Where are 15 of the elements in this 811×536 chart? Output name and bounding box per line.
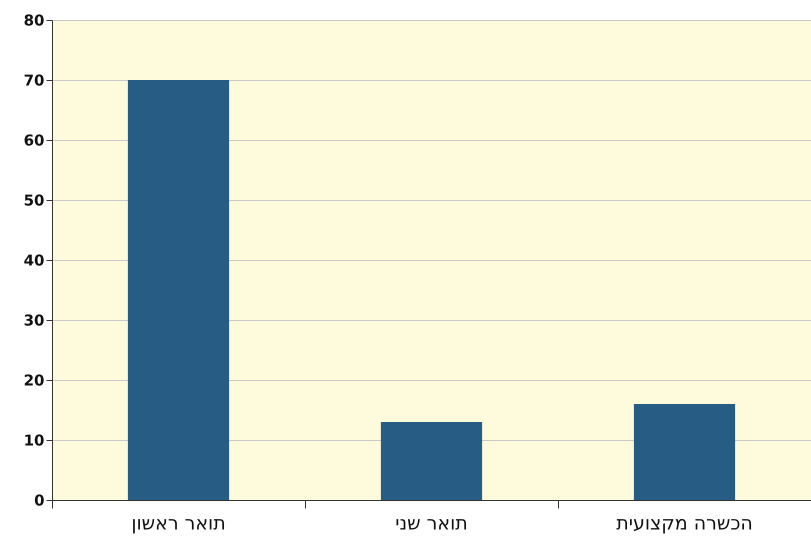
y-tick-label: 20 <box>24 372 44 390</box>
y-tick-label: 60 <box>24 132 44 150</box>
bar <box>128 80 230 500</box>
y-tick-label: 40 <box>24 252 44 270</box>
y-tick-label: 70 <box>24 72 44 90</box>
y-tick-label: 50 <box>24 192 44 210</box>
x-tick-label: תואר ראשון <box>131 512 226 534</box>
x-tick-label: תואר שני <box>395 512 468 534</box>
bar <box>634 404 736 500</box>
x-tick-label: הכשרה מקצועית <box>616 512 753 534</box>
y-tick-label: 0 <box>34 492 44 510</box>
y-tick-label: 10 <box>24 432 44 450</box>
y-tick-label: 30 <box>24 312 44 330</box>
y-tick-label: 80 <box>24 12 44 30</box>
bar <box>380 422 482 500</box>
